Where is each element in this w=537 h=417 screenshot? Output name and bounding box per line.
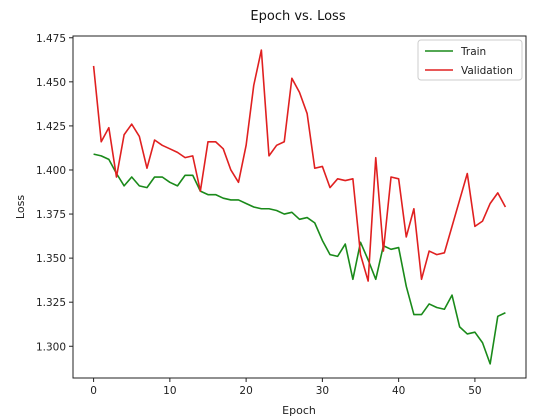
y-tick-label: 1.425 [36, 121, 66, 133]
x-tick-label: 40 [392, 385, 405, 397]
x-tick-label: 50 [468, 385, 481, 397]
y-axis: 1.300 1.325 1.350 1.375 1.400 1.425 1.450 1.475 [36, 33, 73, 353]
y-tick-label: 1.300 [36, 341, 66, 353]
x-axis: 0 10 20 30 40 50 [90, 378, 482, 397]
series-layer [92, 49, 507, 365]
x-tick-label: 0 [90, 385, 97, 397]
y-axis-label: Loss [14, 195, 27, 219]
legend-label-validation: Validation [461, 65, 513, 77]
x-axis-label: Epoch [282, 404, 316, 417]
series-line-train [93, 153, 506, 365]
y-tick-label: 1.475 [36, 33, 66, 45]
series-line-validation [92, 49, 507, 282]
x-tick-label: 10 [163, 385, 176, 397]
legend-label-train: Train [460, 46, 486, 58]
y-tick-label: 1.375 [36, 209, 66, 221]
chart-title: Epoch vs. Loss [250, 9, 345, 24]
y-tick-label: 1.350 [36, 253, 66, 265]
x-tick-label: 30 [316, 385, 329, 397]
legend: Train Validation [417, 39, 523, 81]
y-tick-label: 1.325 [36, 297, 66, 309]
y-tick-label: 1.400 [36, 165, 66, 177]
x-tick-label: 20 [239, 385, 252, 397]
y-tick-label: 1.450 [36, 77, 66, 89]
